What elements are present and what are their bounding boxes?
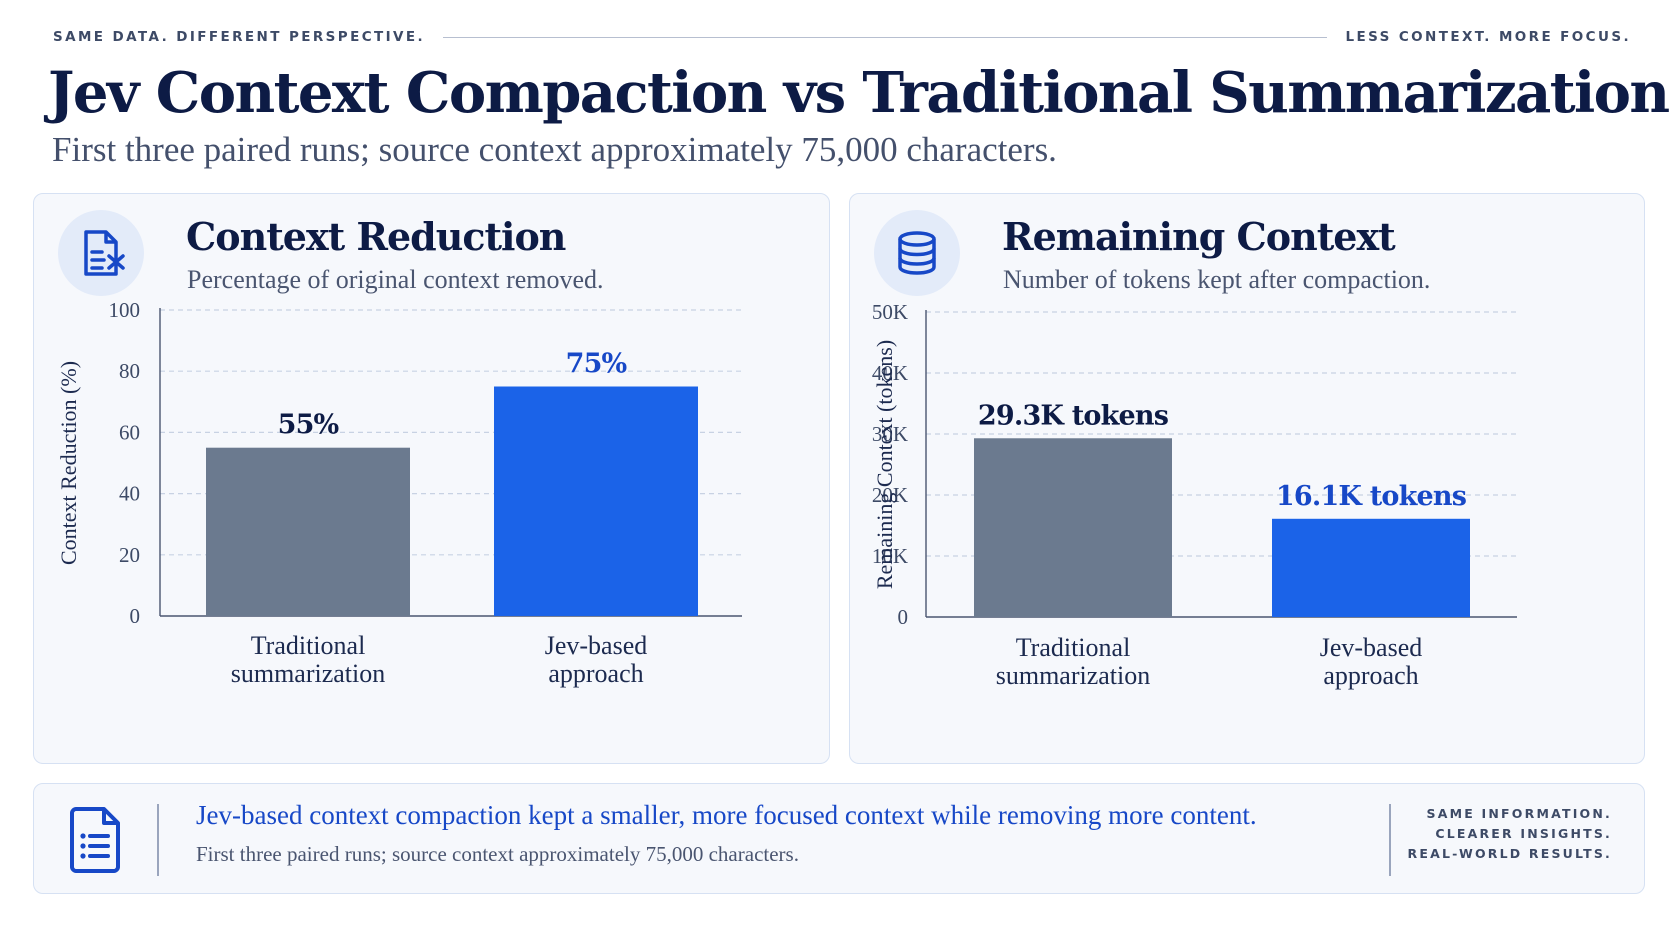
bar (974, 438, 1172, 617)
y-tick-label: 40 (119, 482, 140, 506)
page-subtitle: First three paired runs; source context … (52, 130, 1057, 169)
footer-tagline: SAME INFORMATION. CLEARER INSIGHTS. REAL… (1408, 804, 1612, 864)
y-tick-label: 10K (872, 544, 908, 568)
x-tick-label: Traditional (251, 631, 366, 660)
x-tick-label: Jev-based (1320, 633, 1423, 662)
x-tick-label: summarization (231, 659, 386, 688)
tagline-divider (443, 36, 1328, 38)
checklist-document-icon (66, 804, 126, 878)
context-reduction-panel: Context Reduction Percentage of original… (33, 193, 830, 764)
panel-subtitle: Percentage of original context removed. (187, 265, 604, 294)
remaining-context-chart: 0 10K 20K 30K 40K 50K Remaining Context (token… (872, 300, 1517, 690)
context-reduction-chart: 0 20 40 60 80 100 Context Reduction (%) 55% Trad… (56, 298, 742, 688)
data-label: 29.3K tokens (978, 400, 1169, 431)
y-tick-label: 30K (872, 422, 908, 446)
y-tick-label: 100 (109, 298, 141, 322)
footer-divider-right (1389, 804, 1391, 876)
footer-tag-line: SAME INFORMATION. (1426, 806, 1612, 821)
y-tick-label: 50K (872, 300, 908, 324)
document-compress-icon (58, 210, 144, 296)
data-label: 75% (566, 349, 627, 380)
summary-footer: Jev-based context compaction kept a smal… (33, 783, 1645, 894)
y-tick-label: 20K (872, 483, 908, 507)
top-tagline-bar: SAME DATA. DIFFERENT PERSPECTIVE. LESS C… (53, 27, 1631, 47)
bar (206, 447, 410, 616)
remaining-context-panel: Remaining Context Number of tokens kept … (849, 193, 1645, 764)
bar (494, 386, 698, 616)
data-label: 55% (278, 410, 339, 441)
y-tick-label: 0 (898, 605, 909, 629)
y-tick-label: 0 (130, 604, 141, 628)
x-tick-label: Jev-based (545, 631, 648, 660)
y-tick-label: 80 (119, 359, 140, 383)
data-label: 16.1K tokens (1276, 481, 1467, 512)
bar (1272, 518, 1470, 617)
footer-main-text: Jev-based context compaction kept a smal… (196, 800, 1257, 830)
y-tick-label: 60 (119, 420, 140, 444)
page-title: Jev Context Compaction vs Traditional Su… (48, 60, 1670, 126)
left-tagline: SAME DATA. DIFFERENT PERSPECTIVE. (53, 29, 426, 45)
x-tick-label: approach (1323, 661, 1418, 690)
x-tick-label: Traditional (1016, 633, 1131, 662)
footer-note: First three paired runs; source context … (196, 842, 799, 866)
right-tagline: LESS CONTEXT. MORE FOCUS. (1345, 29, 1631, 45)
x-tick-label: approach (548, 659, 643, 688)
footer-tag-line: REAL-WORLD RESULTS. (1407, 846, 1612, 861)
y-tick-label: 40K (872, 361, 908, 385)
footer-divider-left (157, 804, 159, 876)
y-tick-label: 20 (119, 543, 140, 567)
y-axis-label: Context Reduction (%) (56, 361, 81, 565)
panel-subtitle: Number of tokens kept after compaction. (1003, 265, 1431, 294)
panel-title: Context Reduction (186, 214, 566, 259)
footer-tag-line: CLEARER INSIGHTS. (1435, 826, 1612, 841)
database-icon (874, 210, 960, 296)
x-tick-label: summarization (996, 661, 1151, 690)
panel-title: Remaining Context (1002, 214, 1396, 259)
y-axis-label: Remaining Context (tokens) (872, 340, 897, 589)
